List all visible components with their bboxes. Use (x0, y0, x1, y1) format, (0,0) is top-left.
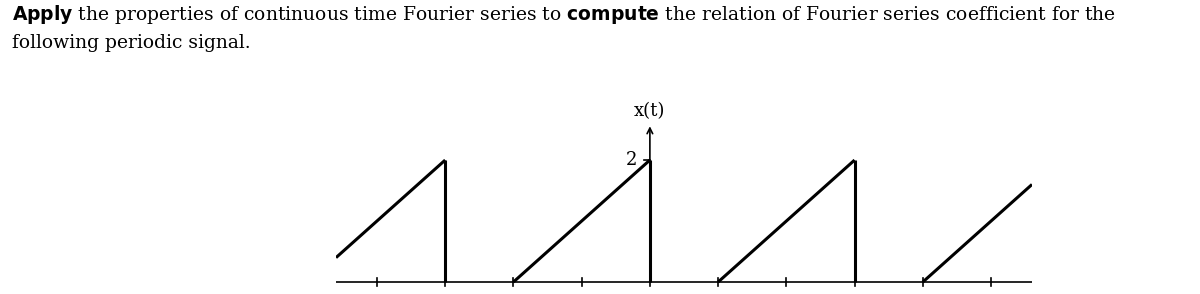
Text: x(t): x(t) (634, 102, 666, 120)
Text: 2: 2 (626, 151, 637, 169)
Text: $\mathbf{Apply}$ the properties of continuous time Fourier series to $\mathbf{co: $\mathbf{Apply}$ the properties of conti… (12, 3, 1116, 52)
